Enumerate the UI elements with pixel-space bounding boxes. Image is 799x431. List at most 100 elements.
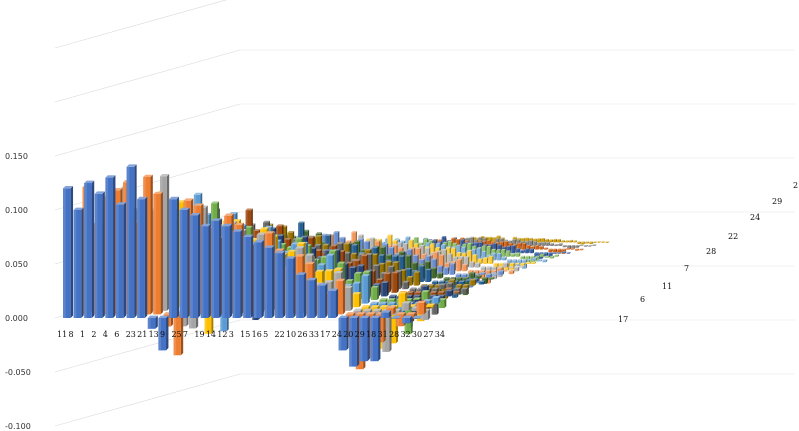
y-tick-label: 0.100 [5,206,28,215]
bar [528,240,533,246]
bar [84,180,95,318]
bar [554,254,559,257]
bar [570,247,575,250]
bar [545,238,549,243]
bar [483,257,489,264]
x-tick-label: 3 [229,330,234,339]
bar [445,289,453,297]
x-tick-label: 21 [137,330,147,339]
y-tick-label: -0.100 [5,422,31,431]
bar [533,240,538,246]
bar [530,261,536,264]
bar [502,262,509,268]
bar [222,223,233,318]
x-tick-label: 24 [332,330,342,339]
x-axis: 11 8 1 2 4 6 23 21 13 9 25 7 19 14 12 3 15 16 5 22 10 26 33 17 2… [57,330,445,339]
x-tick-label: 2 [91,330,96,339]
bar [520,255,526,260]
bar [359,315,370,362]
x-tick-label: 25 [171,330,181,339]
x-tick-label: 8 [68,330,73,339]
bar [439,283,446,290]
bar [535,244,540,250]
gridline-left [54,373,241,427]
depth-tick-label: 22 [728,232,738,241]
bar [488,255,494,264]
depth-tick-label: 7 [684,264,689,273]
bar [557,252,562,254]
x-tick-label: 12 [217,330,227,339]
bar [472,254,478,264]
x-tick-label: 26 [297,330,307,339]
depth-axis: 17 6 11 7 28 22 24 29 2 [618,181,798,324]
bar [147,315,158,329]
bar [581,241,586,245]
bar [573,240,578,243]
bar [73,207,84,318]
bar [285,256,296,318]
bar [508,266,514,269]
bar [492,273,498,276]
bar [371,285,379,300]
bar [452,290,461,294]
bar [190,213,201,318]
x-tick-label: 6 [114,330,119,339]
bar [431,296,441,304]
y-tick-label: -0.050 [5,368,31,377]
bar [515,252,521,257]
bar [510,253,516,257]
bar [530,245,535,250]
bar [569,239,574,243]
bar [505,250,511,257]
bar [537,259,543,262]
bar [469,272,476,279]
bar [462,263,468,272]
bar [498,270,505,275]
bar [539,253,545,257]
bar [583,245,588,247]
bar [561,240,565,243]
bar [425,268,432,282]
bar [126,164,137,318]
bar [475,262,481,268]
bar [501,256,507,261]
bar [558,243,563,246]
bar [381,281,389,297]
bar [317,283,328,318]
bar [562,251,567,254]
bar [529,248,535,254]
bar [264,245,275,318]
y-tick-label: 0.000 [5,314,28,323]
bar [509,262,515,270]
x-tick-label: 22 [275,330,285,339]
bar [469,261,475,268]
bar [577,241,582,245]
bar [477,258,483,264]
bar [158,315,169,351]
bar [253,240,264,318]
bar [574,248,580,251]
bar [370,315,381,362]
bar [211,218,222,318]
x-tick-label: 19 [194,330,204,339]
gridline-left [54,103,241,157]
depth-tick-label: 6 [640,295,645,304]
bar [438,254,445,272]
bar [169,196,180,318]
bar [543,247,549,250]
bar [532,257,538,261]
bar [116,202,127,318]
bar [462,284,470,290]
bar [536,238,541,243]
bar [557,238,561,243]
bar [352,292,362,308]
bar [137,196,148,318]
y-axis: 0.150 0.100 0.050 0.000 -0.050 -0.100 [5,152,31,431]
bar [592,244,597,246]
bar [421,290,430,300]
bar [153,191,163,315]
bar [554,243,559,246]
x-tick-label: 20 [343,330,353,339]
bar [296,272,307,318]
chart-bars [63,164,610,370]
